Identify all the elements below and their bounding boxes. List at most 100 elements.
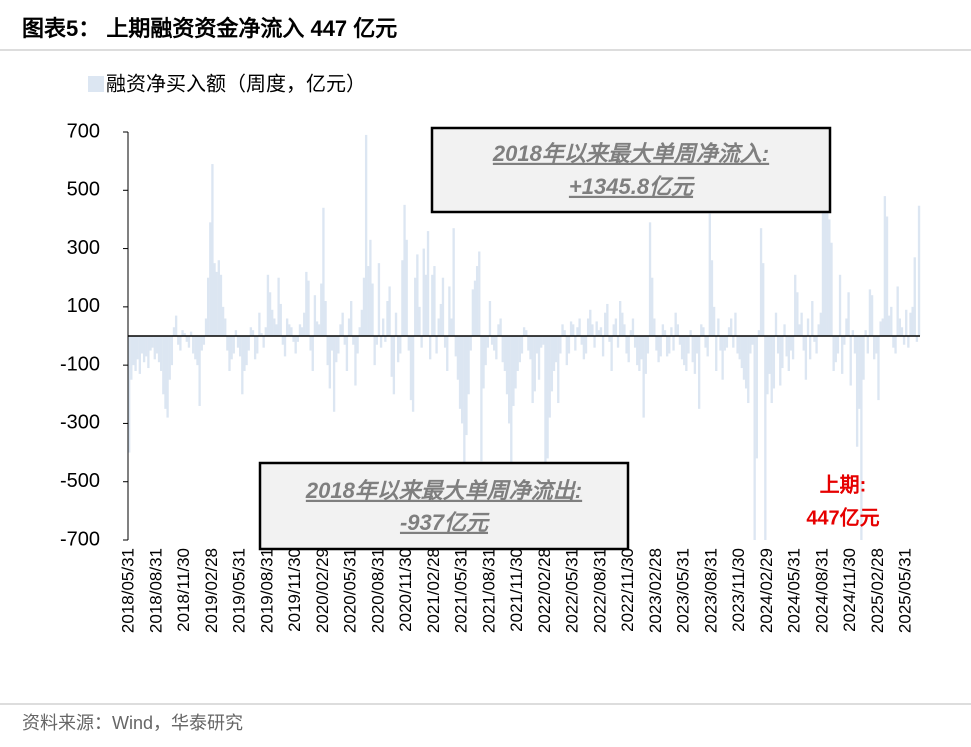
- y-tick-label: -700: [60, 528, 100, 550]
- bars: [128, 132, 921, 540]
- bar: [296, 336, 299, 342]
- x-tick-label: 2019/05/31: [230, 548, 249, 633]
- bar: [405, 239, 408, 336]
- bar: [565, 336, 568, 366]
- bar: [490, 336, 494, 345]
- bar: [495, 336, 498, 360]
- bar: [367, 266, 370, 336]
- bar: [770, 336, 773, 404]
- bar: [674, 312, 677, 336]
- bar: [411, 336, 415, 412]
- bar: [275, 324, 278, 336]
- bar: [802, 336, 805, 351]
- bar: [352, 336, 355, 345]
- bar: [241, 336, 244, 395]
- bar: [510, 336, 513, 476]
- bar: [757, 330, 761, 336]
- bar: [253, 336, 257, 360]
- bar: [294, 336, 297, 354]
- bar: [215, 271, 218, 336]
- bar: [819, 312, 823, 336]
- bar: [813, 336, 816, 342]
- bar: [247, 336, 250, 351]
- bar: [358, 327, 361, 336]
- x-tick-label: 2019/11/30: [285, 548, 304, 632]
- bar: [653, 318, 656, 336]
- bar: [164, 336, 167, 409]
- bar: [896, 286, 899, 336]
- bar: [608, 336, 611, 342]
- bar: [409, 336, 413, 401]
- bar: [168, 336, 171, 380]
- bar: [817, 324, 820, 336]
- bar: [458, 336, 462, 409]
- bar: [475, 266, 479, 336]
- bar: [309, 336, 312, 351]
- bar: [420, 336, 423, 348]
- bar: [544, 336, 547, 540]
- bar: [834, 336, 837, 363]
- bar: [456, 336, 460, 380]
- bar: [305, 271, 308, 336]
- bar: [179, 336, 182, 351]
- bar: [597, 330, 600, 336]
- bar: [789, 336, 793, 351]
- bar: [646, 336, 650, 354]
- bar: [917, 205, 921, 336]
- bar: [685, 336, 688, 371]
- bar: [356, 336, 359, 354]
- bar: [734, 312, 737, 336]
- bar: [463, 336, 466, 517]
- bar: [644, 336, 647, 374]
- bar: [277, 277, 280, 336]
- bar: [531, 336, 534, 404]
- bar: [860, 336, 863, 540]
- bar: [755, 336, 758, 459]
- bar: [482, 336, 485, 389]
- x-tick-label: 2024/11/30: [840, 548, 859, 632]
- bar: [183, 333, 186, 336]
- bar: [264, 327, 267, 336]
- bar: [811, 301, 814, 336]
- bar: [911, 306, 914, 336]
- bar: [623, 324, 626, 336]
- bar: [185, 336, 188, 342]
- y-tick-label: -300: [60, 412, 100, 434]
- bar: [157, 336, 161, 363]
- bar: [324, 301, 327, 336]
- annotation: 447亿元: [806, 505, 879, 529]
- bar: [170, 336, 174, 366]
- bar: [527, 336, 530, 351]
- bar: [621, 312, 624, 336]
- y-tick-label: 500: [67, 179, 100, 201]
- bar: [661, 324, 665, 336]
- bar: [894, 336, 897, 354]
- bar: [766, 336, 769, 395]
- bar: [518, 336, 521, 363]
- annotation: -937亿元: [400, 510, 490, 535]
- bar: [866, 336, 869, 354]
- bar: [580, 336, 583, 345]
- bar: [177, 336, 180, 345]
- bar: [582, 336, 586, 360]
- bar: [399, 336, 402, 354]
- bar: [292, 336, 295, 342]
- bar: [271, 309, 274, 336]
- bar: [697, 336, 701, 409]
- bar: [663, 330, 667, 336]
- bar: [584, 336, 588, 354]
- x-tick-label: 2020/05/31: [341, 548, 360, 633]
- bar: [546, 336, 549, 459]
- bar: [403, 204, 406, 336]
- bar: [142, 336, 146, 363]
- bar: [204, 318, 208, 336]
- x-tick-label: 2020/02/29: [313, 548, 332, 633]
- bar: [877, 336, 880, 401]
- bar: [591, 324, 594, 336]
- bar: [435, 336, 438, 354]
- bar: [785, 336, 788, 357]
- bar: [730, 318, 733, 336]
- bar: [794, 274, 797, 336]
- bar: [507, 336, 511, 424]
- legend-swatch: [88, 76, 104, 92]
